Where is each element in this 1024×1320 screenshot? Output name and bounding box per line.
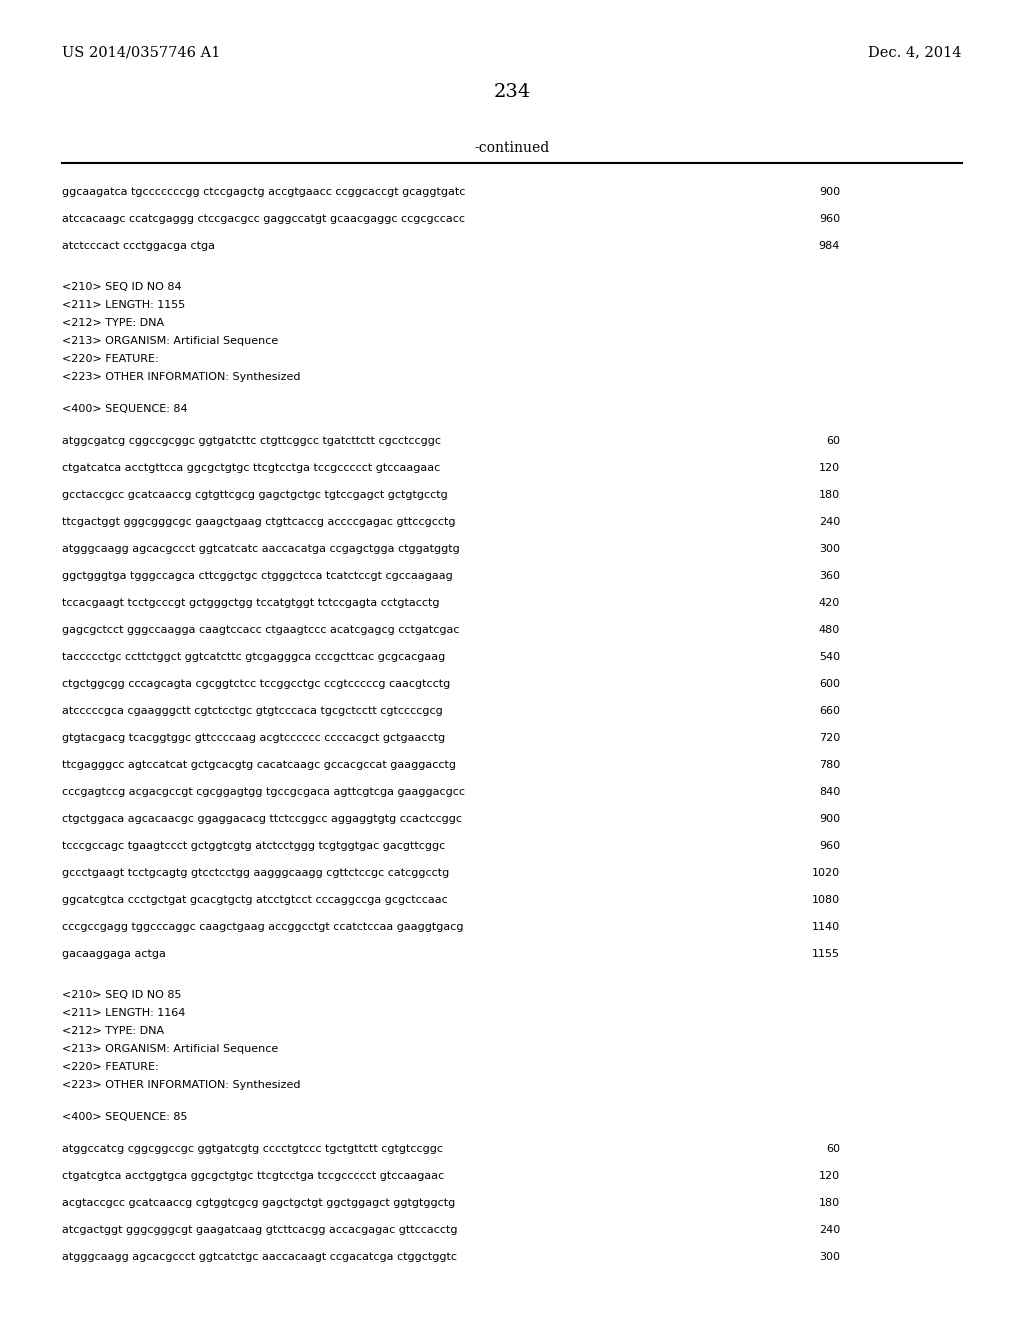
Text: 300: 300	[819, 1251, 840, 1262]
Text: atgggcaagg agcacgccct ggtcatctgc aaccacaagt ccgacatcga ctggctggtc: atgggcaagg agcacgccct ggtcatctgc aaccaca…	[62, 1251, 457, 1262]
Text: <210> SEQ ID NO 84: <210> SEQ ID NO 84	[62, 282, 181, 292]
Text: 984: 984	[818, 242, 840, 251]
Text: atccacaagc ccatcgaggg ctccgacgcc gaggccatgt gcaacgaggc ccgcgccacc: atccacaagc ccatcgaggg ctccgacgcc gaggcca…	[62, 214, 465, 224]
Text: 540: 540	[819, 652, 840, 663]
Text: 1020: 1020	[812, 869, 840, 878]
Text: <400> SEQUENCE: 85: <400> SEQUENCE: 85	[62, 1111, 187, 1122]
Text: 180: 180	[819, 1199, 840, 1208]
Text: <210> SEQ ID NO 85: <210> SEQ ID NO 85	[62, 990, 181, 1001]
Text: 420: 420	[819, 598, 840, 609]
Text: atcccccgca cgaagggctt cgtctcctgc gtgtcccaca tgcgctcctt cgtccccgcg: atcccccgca cgaagggctt cgtctcctgc gtgtccc…	[62, 706, 442, 715]
Text: 240: 240	[819, 517, 840, 527]
Text: atcgactggt gggcgggcgt gaagatcaag gtcttcacgg accacgagac gttccacctg: atcgactggt gggcgggcgt gaagatcaag gtcttca…	[62, 1225, 458, 1236]
Text: <220> FEATURE:: <220> FEATURE:	[62, 354, 159, 364]
Text: gagcgctcct gggccaagga caagtccacc ctgaagtccc acatcgagcg cctgatcgac: gagcgctcct gggccaagga caagtccacc ctgaagt…	[62, 624, 460, 635]
Text: 234: 234	[494, 83, 530, 102]
Text: gcctaccgcc gcatcaaccg cgtgttcgcg gagctgctgc tgtccgagct gctgtgcctg: gcctaccgcc gcatcaaccg cgtgttcgcg gagctgc…	[62, 490, 447, 500]
Text: acgtaccgcc gcatcaaccg cgtggtcgcg gagctgctgt ggctggagct ggtgtggctg: acgtaccgcc gcatcaaccg cgtggtcgcg gagctgc…	[62, 1199, 456, 1208]
Text: taccccctgc ccttctggct ggtcatcttc gtcgagggca cccgcttcac gcgcacgaag: taccccctgc ccttctggct ggtcatcttc gtcgagg…	[62, 652, 445, 663]
Text: 300: 300	[819, 544, 840, 554]
Text: gacaaggaga actga: gacaaggaga actga	[62, 949, 166, 960]
Text: 960: 960	[819, 214, 840, 224]
Text: cccgccgagg tggcccaggc caagctgaag accggcctgt ccatctccaa gaaggtgacg: cccgccgagg tggcccaggc caagctgaag accggcc…	[62, 921, 464, 932]
Text: tccacgaagt tcctgcccgt gctgggctgg tccatgtggt tctccgagta cctgtacctg: tccacgaagt tcctgcccgt gctgggctgg tccatgt…	[62, 598, 439, 609]
Text: <211> LENGTH: 1155: <211> LENGTH: 1155	[62, 300, 185, 310]
Text: atgggcaagg agcacgccct ggtcatcatc aaccacatga ccgagctgga ctggatggtg: atgggcaagg agcacgccct ggtcatcatc aaccaca…	[62, 544, 460, 554]
Text: atctcccact ccctggacga ctga: atctcccact ccctggacga ctga	[62, 242, 215, 251]
Text: 240: 240	[819, 1225, 840, 1236]
Text: <212> TYPE: DNA: <212> TYPE: DNA	[62, 1026, 164, 1036]
Text: 1080: 1080	[812, 895, 840, 906]
Text: -continued: -continued	[474, 141, 550, 154]
Text: <211> LENGTH: 1164: <211> LENGTH: 1164	[62, 1008, 185, 1018]
Text: <220> FEATURE:: <220> FEATURE:	[62, 1063, 159, 1072]
Text: 60: 60	[826, 436, 840, 446]
Text: <213> ORGANISM: Artificial Sequence: <213> ORGANISM: Artificial Sequence	[62, 1044, 279, 1053]
Text: 600: 600	[819, 678, 840, 689]
Text: tcccgccagc tgaagtccct gctggtcgtg atctcctggg tcgtggtgac gacgttcggc: tcccgccagc tgaagtccct gctggtcgtg atctcct…	[62, 841, 445, 851]
Text: 120: 120	[819, 463, 840, 473]
Text: 960: 960	[819, 841, 840, 851]
Text: gccctgaagt tcctgcagtg gtcctcctgg aagggcaagg cgttctccgc catcggcctg: gccctgaagt tcctgcagtg gtcctcctgg aagggca…	[62, 869, 450, 878]
Text: US 2014/0357746 A1: US 2014/0357746 A1	[62, 45, 220, 59]
Text: <223> OTHER INFORMATION: Synthesized: <223> OTHER INFORMATION: Synthesized	[62, 372, 300, 381]
Text: <400> SEQUENCE: 84: <400> SEQUENCE: 84	[62, 404, 187, 414]
Text: 120: 120	[819, 1171, 840, 1181]
Text: 1140: 1140	[812, 921, 840, 932]
Text: ggctgggtga tgggccagca cttcggctgc ctgggctcca tcatctccgt cgccaagaag: ggctgggtga tgggccagca cttcggctgc ctgggct…	[62, 572, 453, 581]
Text: 480: 480	[819, 624, 840, 635]
Text: 900: 900	[819, 187, 840, 197]
Text: ttcgagggcc agtccatcat gctgcacgtg cacatcaagc gccacgccat gaaggacctg: ttcgagggcc agtccatcat gctgcacgtg cacatca…	[62, 760, 456, 770]
Text: Dec. 4, 2014: Dec. 4, 2014	[868, 45, 962, 59]
Text: ggcaagatca tgcccccccgg ctccgagctg accgtgaacc ccggcaccgt gcaggtgatc: ggcaagatca tgcccccccgg ctccgagctg accgtg…	[62, 187, 465, 197]
Text: 900: 900	[819, 814, 840, 824]
Text: atggccatcg cggcggccgc ggtgatcgtg cccctgtccc tgctgttctt cgtgtccggc: atggccatcg cggcggccgc ggtgatcgtg cccctgt…	[62, 1144, 443, 1154]
Text: atggcgatcg cggccgcggc ggtgatcttc ctgttcggcc tgatcttctt cgcctccggc: atggcgatcg cggccgcggc ggtgatcttc ctgttcg…	[62, 436, 441, 446]
Text: ctgctggaca agcacaacgc ggaggacacg ttctccggcc aggaggtgtg ccactccggc: ctgctggaca agcacaacgc ggaggacacg ttctccg…	[62, 814, 462, 824]
Text: 1155: 1155	[812, 949, 840, 960]
Text: 180: 180	[819, 490, 840, 500]
Text: 660: 660	[819, 706, 840, 715]
Text: <213> ORGANISM: Artificial Sequence: <213> ORGANISM: Artificial Sequence	[62, 337, 279, 346]
Text: 780: 780	[819, 760, 840, 770]
Text: ggcatcgtca ccctgctgat gcacgtgctg atcctgtcct cccaggccga gcgctccaac: ggcatcgtca ccctgctgat gcacgtgctg atcctgt…	[62, 895, 447, 906]
Text: cccgagtccg acgacgccgt cgcggagtgg tgccgcgaca agttcgtcga gaaggacgcc: cccgagtccg acgacgccgt cgcggagtgg tgccgcg…	[62, 787, 465, 797]
Text: gtgtacgacg tcacggtggc gttccccaag acgtcccccc ccccacgct gctgaacctg: gtgtacgacg tcacggtggc gttccccaag acgtccc…	[62, 733, 445, 743]
Text: ctgctggcgg cccagcagta cgcggtctcc tccggcctgc ccgtcccccg caacgtcctg: ctgctggcgg cccagcagta cgcggtctcc tccggcc…	[62, 678, 451, 689]
Text: 840: 840	[819, 787, 840, 797]
Text: ctgatcgtca acctggtgca ggcgctgtgc ttcgtcctga tccgccccct gtccaagaac: ctgatcgtca acctggtgca ggcgctgtgc ttcgtcc…	[62, 1171, 444, 1181]
Text: <223> OTHER INFORMATION: Synthesized: <223> OTHER INFORMATION: Synthesized	[62, 1080, 300, 1090]
Text: 360: 360	[819, 572, 840, 581]
Text: <212> TYPE: DNA: <212> TYPE: DNA	[62, 318, 164, 327]
Text: 60: 60	[826, 1144, 840, 1154]
Text: ttcgactggt gggcgggcgc gaagctgaag ctgttcaccg accccgagac gttccgcctg: ttcgactggt gggcgggcgc gaagctgaag ctgttca…	[62, 517, 456, 527]
Text: ctgatcatca acctgttcca ggcgctgtgc ttcgtcctga tccgccccct gtccaagaac: ctgatcatca acctgttcca ggcgctgtgc ttcgtcc…	[62, 463, 440, 473]
Text: 720: 720	[819, 733, 840, 743]
